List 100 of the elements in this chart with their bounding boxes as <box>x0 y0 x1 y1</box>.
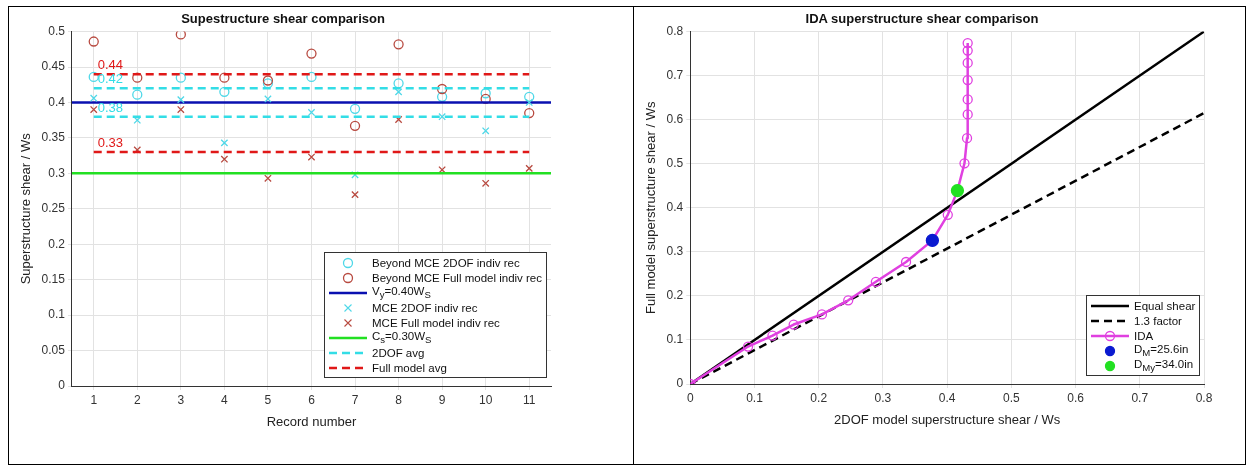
point <box>436 91 448 102</box>
data-label: 0.42 <box>97 71 124 87</box>
point <box>133 116 142 125</box>
point <box>843 295 854 306</box>
point <box>89 105 98 114</box>
x-tick-label: 0.6 <box>1067 390 1085 405</box>
point <box>307 108 316 117</box>
point <box>816 309 828 320</box>
point <box>524 107 535 119</box>
point <box>962 109 973 120</box>
x-tick-label: 0.4 <box>938 390 956 405</box>
point <box>351 170 359 179</box>
x-axis-title: Record number <box>266 413 357 429</box>
point <box>351 190 359 199</box>
y-tick-label: 0.5 <box>48 23 66 38</box>
point <box>394 115 403 124</box>
x-tick-label: 3 <box>177 392 185 407</box>
point <box>219 72 230 83</box>
point <box>264 174 272 183</box>
point <box>133 146 142 154</box>
legend-label: D$_{My}$=34.0in <box>1134 357 1194 374</box>
point <box>220 139 229 147</box>
point <box>393 78 404 89</box>
point <box>481 127 490 135</box>
legend-label: D$_{M}$=25.6in <box>1134 342 1189 359</box>
point <box>962 57 973 69</box>
y-tick-label: 0.2 <box>666 288 684 303</box>
y-axis-title: Full model superstructure shear / Ws <box>643 101 659 314</box>
legend-label: MCE Full model indiv rec <box>372 316 500 329</box>
point <box>481 179 490 188</box>
point <box>264 95 272 103</box>
y-tick-label: 0.8 <box>666 23 684 38</box>
point <box>307 153 316 161</box>
point <box>132 72 143 83</box>
y-tick-label: 0 <box>58 378 66 393</box>
point <box>177 105 185 114</box>
point <box>788 319 799 330</box>
point <box>525 98 534 107</box>
point <box>393 39 404 50</box>
x-tick-label: 0.3 <box>874 390 892 405</box>
x-tick-label: 4 <box>221 392 229 407</box>
x-tick-label: 0 <box>686 390 694 405</box>
y-tick-label: 0.5 <box>666 156 684 171</box>
point <box>89 94 98 103</box>
y-tick-label: 0.15 <box>41 271 66 286</box>
y-tick-label: 0.1 <box>666 332 684 347</box>
legend-label: Full model avg <box>372 361 447 374</box>
x-tick-label: 0.2 <box>810 390 828 405</box>
y-tick-label: 0 <box>676 376 684 391</box>
y-axis-title: Superstructure shear / Ws <box>18 132 34 285</box>
data-label: 0.44 <box>97 57 124 73</box>
data-label: 0.38 <box>97 99 124 115</box>
point <box>742 341 754 352</box>
legend-label: 2DOF avg <box>372 346 425 359</box>
point <box>961 133 973 144</box>
x-tick-label: 0.8 <box>1195 390 1213 405</box>
point <box>306 48 317 59</box>
point <box>962 37 973 49</box>
point <box>525 164 534 173</box>
point <box>959 158 970 169</box>
point <box>88 36 99 47</box>
y-tick-label: 0.6 <box>666 112 684 127</box>
y-tick-label: 0.45 <box>41 59 66 74</box>
point <box>349 120 361 132</box>
point <box>870 276 882 287</box>
point <box>900 256 912 268</box>
legend-label: Beyond MCE 2DOF indiv rec <box>372 256 520 269</box>
y-tick-label: 0.25 <box>41 201 66 216</box>
y-tick-label: 0.35 <box>41 130 66 145</box>
x-tick-label: 6 <box>308 392 316 407</box>
point <box>962 74 973 86</box>
y-tick-label: 0.05 <box>41 342 66 357</box>
point <box>436 83 448 95</box>
legend-label: MCE 2DOF indiv rec <box>372 301 478 314</box>
x-tick-label: 10 <box>479 392 493 407</box>
x-tick-label: 2 <box>133 392 141 407</box>
x-tick-label: 8 <box>395 392 403 407</box>
legend-label: C$_{s}$=0.30W$_{S}$ <box>372 329 432 346</box>
point <box>177 95 185 104</box>
point <box>88 71 99 83</box>
x-tick-label: 7 <box>351 392 359 407</box>
x-tick-label: 5 <box>264 392 272 407</box>
y-tick-label: 0.7 <box>666 67 684 82</box>
chart-title: IDA superstructure shear comparison <box>805 11 1039 27</box>
x-tick-label: 11 <box>522 392 536 407</box>
x-tick-label: 1 <box>90 392 98 407</box>
x-tick-label: 9 <box>438 392 446 407</box>
point <box>219 86 230 97</box>
x-tick-label: 0.7 <box>1131 390 1149 405</box>
legend-label: V$_{y}$=0.40W$_{S}$ <box>372 284 431 301</box>
point <box>349 103 361 115</box>
point <box>524 91 535 102</box>
y-tick-label: 0.3 <box>48 165 66 180</box>
point <box>962 94 973 105</box>
point <box>394 88 403 96</box>
point <box>942 209 953 220</box>
data-label: 0.33 <box>97 135 124 151</box>
legend-label: IDA <box>1134 329 1154 342</box>
y-tick-label: 0.1 <box>48 307 66 322</box>
x-tick-label: 0.5 <box>1003 390 1021 405</box>
